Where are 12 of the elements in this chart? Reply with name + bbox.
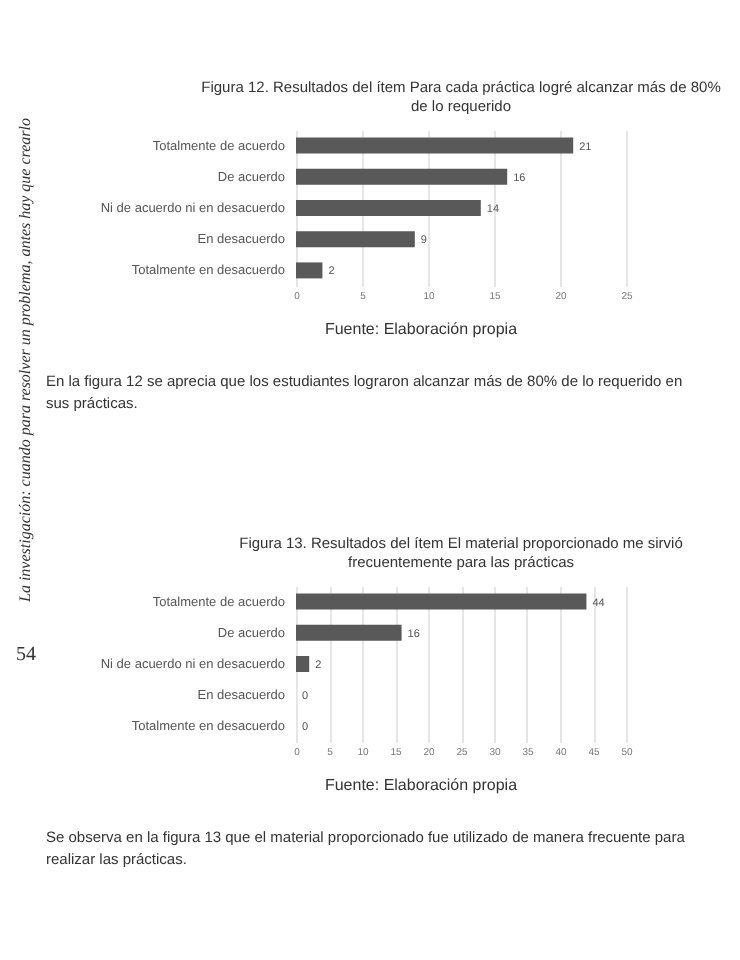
bar [296, 593, 587, 610]
source-note: Fuente: Elaboración propia [324, 776, 519, 794]
bar [296, 262, 323, 279]
source-note: Fuente: Elaboración propia [324, 320, 519, 338]
bar [296, 200, 481, 216]
bar [296, 656, 310, 672]
bar [296, 231, 415, 248]
bar [296, 168, 508, 185]
bar [296, 137, 574, 154]
text: 54 [16, 644, 36, 666]
text: La investigación: cuando para resolver un problema, antes hay que crearlo [16, 118, 34, 604]
bar [296, 624, 402, 641]
